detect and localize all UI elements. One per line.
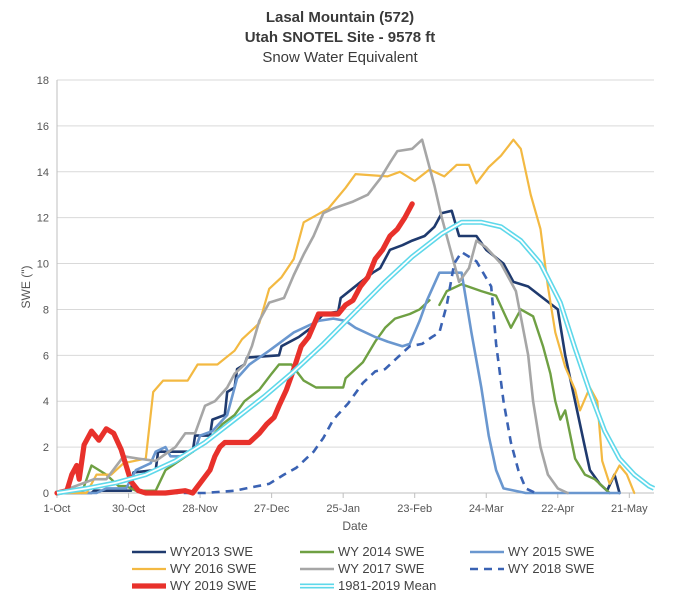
x-tick-label: 28-Nov <box>182 503 218 515</box>
legend-item: WY 2016 SWE <box>132 561 257 576</box>
y-axis-label: SWE (") <box>19 266 33 309</box>
x-tick-label: 1-Oct <box>44 503 71 515</box>
series-line-wy-2014-swe <box>438 283 611 495</box>
legend-label: WY 2015 SWE <box>508 544 595 559</box>
series-line-wy-2015-swe <box>55 271 621 495</box>
y-tick-label: 0 <box>43 488 49 500</box>
chart-title-block: Lasal Mountain (572) Utah SNOTEL Site - … <box>0 8 680 68</box>
y-tick-label: 6 <box>43 350 49 362</box>
legend-item: WY 2018 SWE <box>470 561 595 576</box>
legend-label: WY 2014 SWE <box>338 544 425 559</box>
series-line-wy2013-swe <box>55 209 621 495</box>
y-tick-label: 16 <box>37 121 49 133</box>
legend-item: WY 2015 SWE <box>470 544 595 559</box>
series-line-wy-2018-swe <box>155 250 537 495</box>
legend-label: WY 2018 SWE <box>508 561 595 576</box>
x-axis-label: Date <box>342 519 368 533</box>
y-tick-label: 10 <box>37 259 49 271</box>
legend-label: 1981-2019 Mean <box>338 578 436 593</box>
legend-label: WY2013 SWE <box>170 544 253 559</box>
series-line-1981-2019-mean-inner <box>56 221 655 494</box>
y-tick-label: 8 <box>43 304 49 316</box>
legend-item: WY 2017 SWE <box>300 561 425 576</box>
legend-item: WY 2014 SWE <box>300 544 425 559</box>
legend: WY2013 SWE WY 2014 SWE WY 2015 SWE WY 2016 … <box>132 544 595 593</box>
series-lines <box>54 138 656 496</box>
legend-label: WY 2019 SWE <box>170 578 257 593</box>
y-tick-label: 2 <box>43 442 49 454</box>
series-line-wy-2016-swe <box>55 138 636 495</box>
x-tick-label: 23-Feb <box>397 503 432 515</box>
series-line-wy-2014-swe <box>80 299 431 495</box>
x-tick-label: 27-Dec <box>254 503 290 515</box>
legend-item: 1981-2019 Mean <box>300 578 436 593</box>
legend-item: WY2013 SWE <box>132 544 253 559</box>
x-tick-label: 21-May <box>611 503 648 515</box>
x-tick-label: 22-Apr <box>541 503 574 515</box>
legend-item: WY 2019 SWE <box>132 578 257 593</box>
series-line-wy-2019-swe <box>54 201 415 496</box>
series-line-wy-2017-swe <box>55 138 569 495</box>
y-tick-label: 4 <box>43 396 49 408</box>
chart-subtitle-metric: Snow Water Equivalent <box>262 49 418 66</box>
x-tick-label: 30-Oct <box>112 503 145 515</box>
y-tick-label: 18 <box>37 75 49 87</box>
legend-label: WY 2017 SWE <box>338 561 425 576</box>
chart-title: Lasal Mountain (572) <box>265 9 415 26</box>
legend-label: WY 2016 SWE <box>170 561 257 576</box>
x-tick-label: 24-Mar <box>469 503 504 515</box>
y-tick-label: 12 <box>37 213 49 225</box>
chart-subtitle: Utah SNOTEL Site - 9578 ft <box>244 29 436 46</box>
x-tick-label: 25-Jan <box>326 503 360 515</box>
y-tick-label: 14 <box>37 167 49 179</box>
